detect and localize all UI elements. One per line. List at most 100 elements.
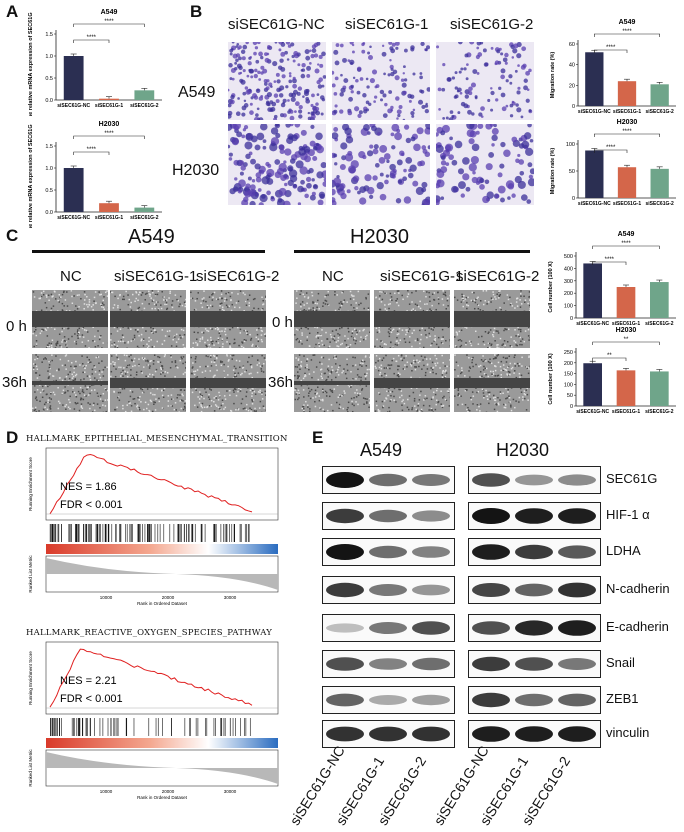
sig-stars: **** <box>605 257 615 263</box>
x-tick-label: siSEC61G-2 <box>130 215 159 221</box>
protein-band <box>515 726 553 742</box>
x-tick-label: 10000 <box>100 789 113 794</box>
protein-band <box>472 621 510 635</box>
bar <box>63 56 84 100</box>
protein-band <box>515 474 553 486</box>
protein-band <box>515 544 553 560</box>
protein-band <box>558 508 596 524</box>
sig-bracket <box>594 133 660 137</box>
protein-band <box>369 584 407 596</box>
y-tick-label: 150 <box>564 372 573 378</box>
y-tick-label: 300 <box>564 279 573 285</box>
blot-strip <box>322 614 455 642</box>
protein-band <box>369 473 407 487</box>
c-row-0h-a549: 0 h <box>6 318 27 335</box>
bar-chart-a-h2030: H2030 The relative mRNA expression of SEC… <box>28 121 162 228</box>
gene-hit-ticks <box>50 718 251 736</box>
wound-healing-image <box>110 354 186 412</box>
y-tick-label: 250 <box>564 350 573 356</box>
y-tick-label: 100 <box>564 304 573 310</box>
y-tick-label: 500 <box>564 254 573 260</box>
x-tick-label: siSEC61G-2 <box>645 409 674 415</box>
y-tick-label: 100 <box>564 382 573 388</box>
x-tick-label: siSEC61G-2 <box>645 321 674 327</box>
blot-strip <box>468 686 601 714</box>
y-tick-label: 200 <box>564 291 573 297</box>
x-tick-label: siSEC61G-1 <box>613 109 642 115</box>
x-tick-label: siSEC61G-NC <box>578 109 611 115</box>
b-col-header-2: siSEC61G-2 <box>450 16 534 33</box>
x-tick-label: 30000 <box>224 789 237 794</box>
protein-label: Snail <box>606 655 635 670</box>
sig-bracket <box>73 151 110 155</box>
wound-healing-image <box>374 290 450 348</box>
sig-stars: **** <box>606 145 616 151</box>
y-tick-label: 0.5 <box>45 188 53 194</box>
protein-band <box>412 510 450 522</box>
protein-band <box>558 620 596 636</box>
e-cell-h2030: H2030 <box>496 440 550 460</box>
blot-strip <box>468 650 601 678</box>
bar-chart-b-a549: A549 Migration rate (%) 0 20 40 60 siSEC61G-NC… <box>550 19 676 115</box>
bar <box>134 207 155 212</box>
sig-bracket <box>592 245 660 249</box>
sig-bracket <box>594 33 660 37</box>
es-plot-area <box>45 641 279 715</box>
bar-chart-c-a549: A549 Cell number (100 X) 0 100 200 300 400 500 s… <box>548 231 676 327</box>
panel-a-label: A <box>6 2 19 21</box>
bar <box>134 90 155 100</box>
y-tick-label: 0 <box>572 196 575 202</box>
y-tick-label: 40 <box>569 63 575 69</box>
protein-band <box>472 692 510 708</box>
e-cell-a549: A549 <box>360 440 403 460</box>
c-col-a549-1: siSEC61G-1 <box>114 268 198 285</box>
protein-band <box>326 726 364 742</box>
c-title-a549: A549 <box>128 226 175 248</box>
transwell-micrograph <box>332 124 430 205</box>
protein-label: LDHA <box>606 543 641 558</box>
wound-healing-image <box>110 290 186 348</box>
d-title-emt: HALLMARK_EPITHELIAL_MESENCHYMAL_TRANSITI… <box>26 434 288 444</box>
y-tick-label: 0 <box>570 404 573 410</box>
chart-title: H2030 <box>616 327 637 334</box>
bar <box>583 363 602 406</box>
protein-label: HIF-1 α <box>606 507 650 522</box>
blot-strip <box>468 466 601 494</box>
x-tick-label: 10000 <box>100 595 113 600</box>
protein-band <box>369 545 407 559</box>
c-bar-h2030 <box>294 250 530 253</box>
protein-band <box>515 657 553 671</box>
protein-band <box>515 620 553 636</box>
ranked-metric-fill <box>46 558 278 590</box>
b-row-label-h2030: H2030 <box>172 162 220 179</box>
sig-stars: **** <box>104 131 114 137</box>
transwell-micrograph <box>332 42 430 120</box>
protein-band <box>326 472 364 488</box>
protein-band <box>558 658 596 670</box>
nes-value: NES = 2.21 <box>60 675 117 687</box>
protein-label: E-cadherin <box>606 619 669 634</box>
y-axis-label: The relative mRNA expression of SEC61G <box>28 12 34 116</box>
panel-d-label: D <box>6 428 19 447</box>
y-tick-label: 100 <box>566 142 575 148</box>
x-tick-label: 20000 <box>162 595 175 600</box>
bar <box>650 168 669 198</box>
blot-strip <box>468 538 601 566</box>
protein-band <box>515 508 553 524</box>
protein-band <box>326 657 364 671</box>
protein-band <box>326 623 364 633</box>
c-row-0h-h2030: 0 h <box>272 314 293 331</box>
sig-bracket <box>592 341 660 345</box>
blot-strip <box>468 576 601 604</box>
bar <box>583 263 602 318</box>
blot-strip <box>322 466 455 494</box>
b-col-header-1: siSEC61G-1 <box>345 16 429 33</box>
y-tick-label: 1.0 <box>45 54 53 60</box>
c-bar-a549 <box>32 250 265 253</box>
bar <box>63 168 84 212</box>
metric-ylabel: Ranked List Metric <box>28 749 33 787</box>
wound-healing-image <box>32 290 108 348</box>
metric-ylabel: Ranked List Metric <box>28 555 33 593</box>
c-col-a549-2: siSEC61G-2 <box>196 268 280 285</box>
x-tick-label: siSEC61G-NC <box>57 215 90 221</box>
